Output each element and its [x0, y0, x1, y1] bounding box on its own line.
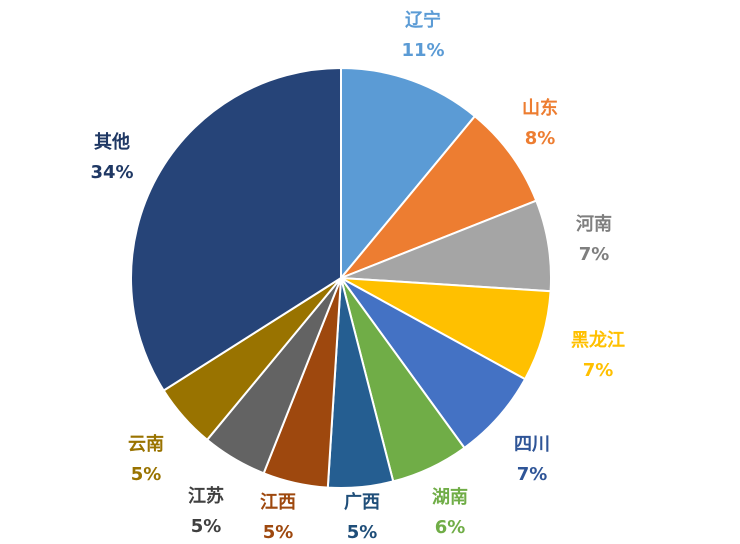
slice-label: 河南 [576, 213, 612, 235]
slice-label: 江西 [260, 492, 296, 513]
slice-value-label: 11% [401, 40, 444, 61]
slice-label: 云南 [128, 433, 164, 455]
slice-value-label: 7% [583, 360, 614, 381]
slice-value-label: 5% [347, 522, 378, 543]
slice-value-label: 5% [263, 522, 294, 543]
slice-label: 辽宁 [405, 9, 441, 31]
slice-label: 江苏 [188, 485, 224, 507]
slice-value-label: 34% [90, 162, 133, 183]
slice-label: 其他 [94, 131, 130, 153]
slice-label: 湖南 [432, 486, 468, 508]
slice-value-label: 7% [579, 244, 610, 265]
slice-label: 广西 [344, 491, 380, 513]
slice-value-label: 5% [191, 516, 222, 537]
slice-value-label: 6% [435, 517, 466, 538]
slice-label: 山东 [522, 97, 558, 119]
slice-value-label: 5% [131, 464, 162, 485]
slice-label: 黑龙江 [571, 329, 625, 351]
slice-value-label: 7% [517, 464, 548, 485]
slice-value-label: 8% [525, 128, 556, 149]
pie-slices [131, 68, 551, 488]
slice-label: 四川 [514, 434, 550, 455]
